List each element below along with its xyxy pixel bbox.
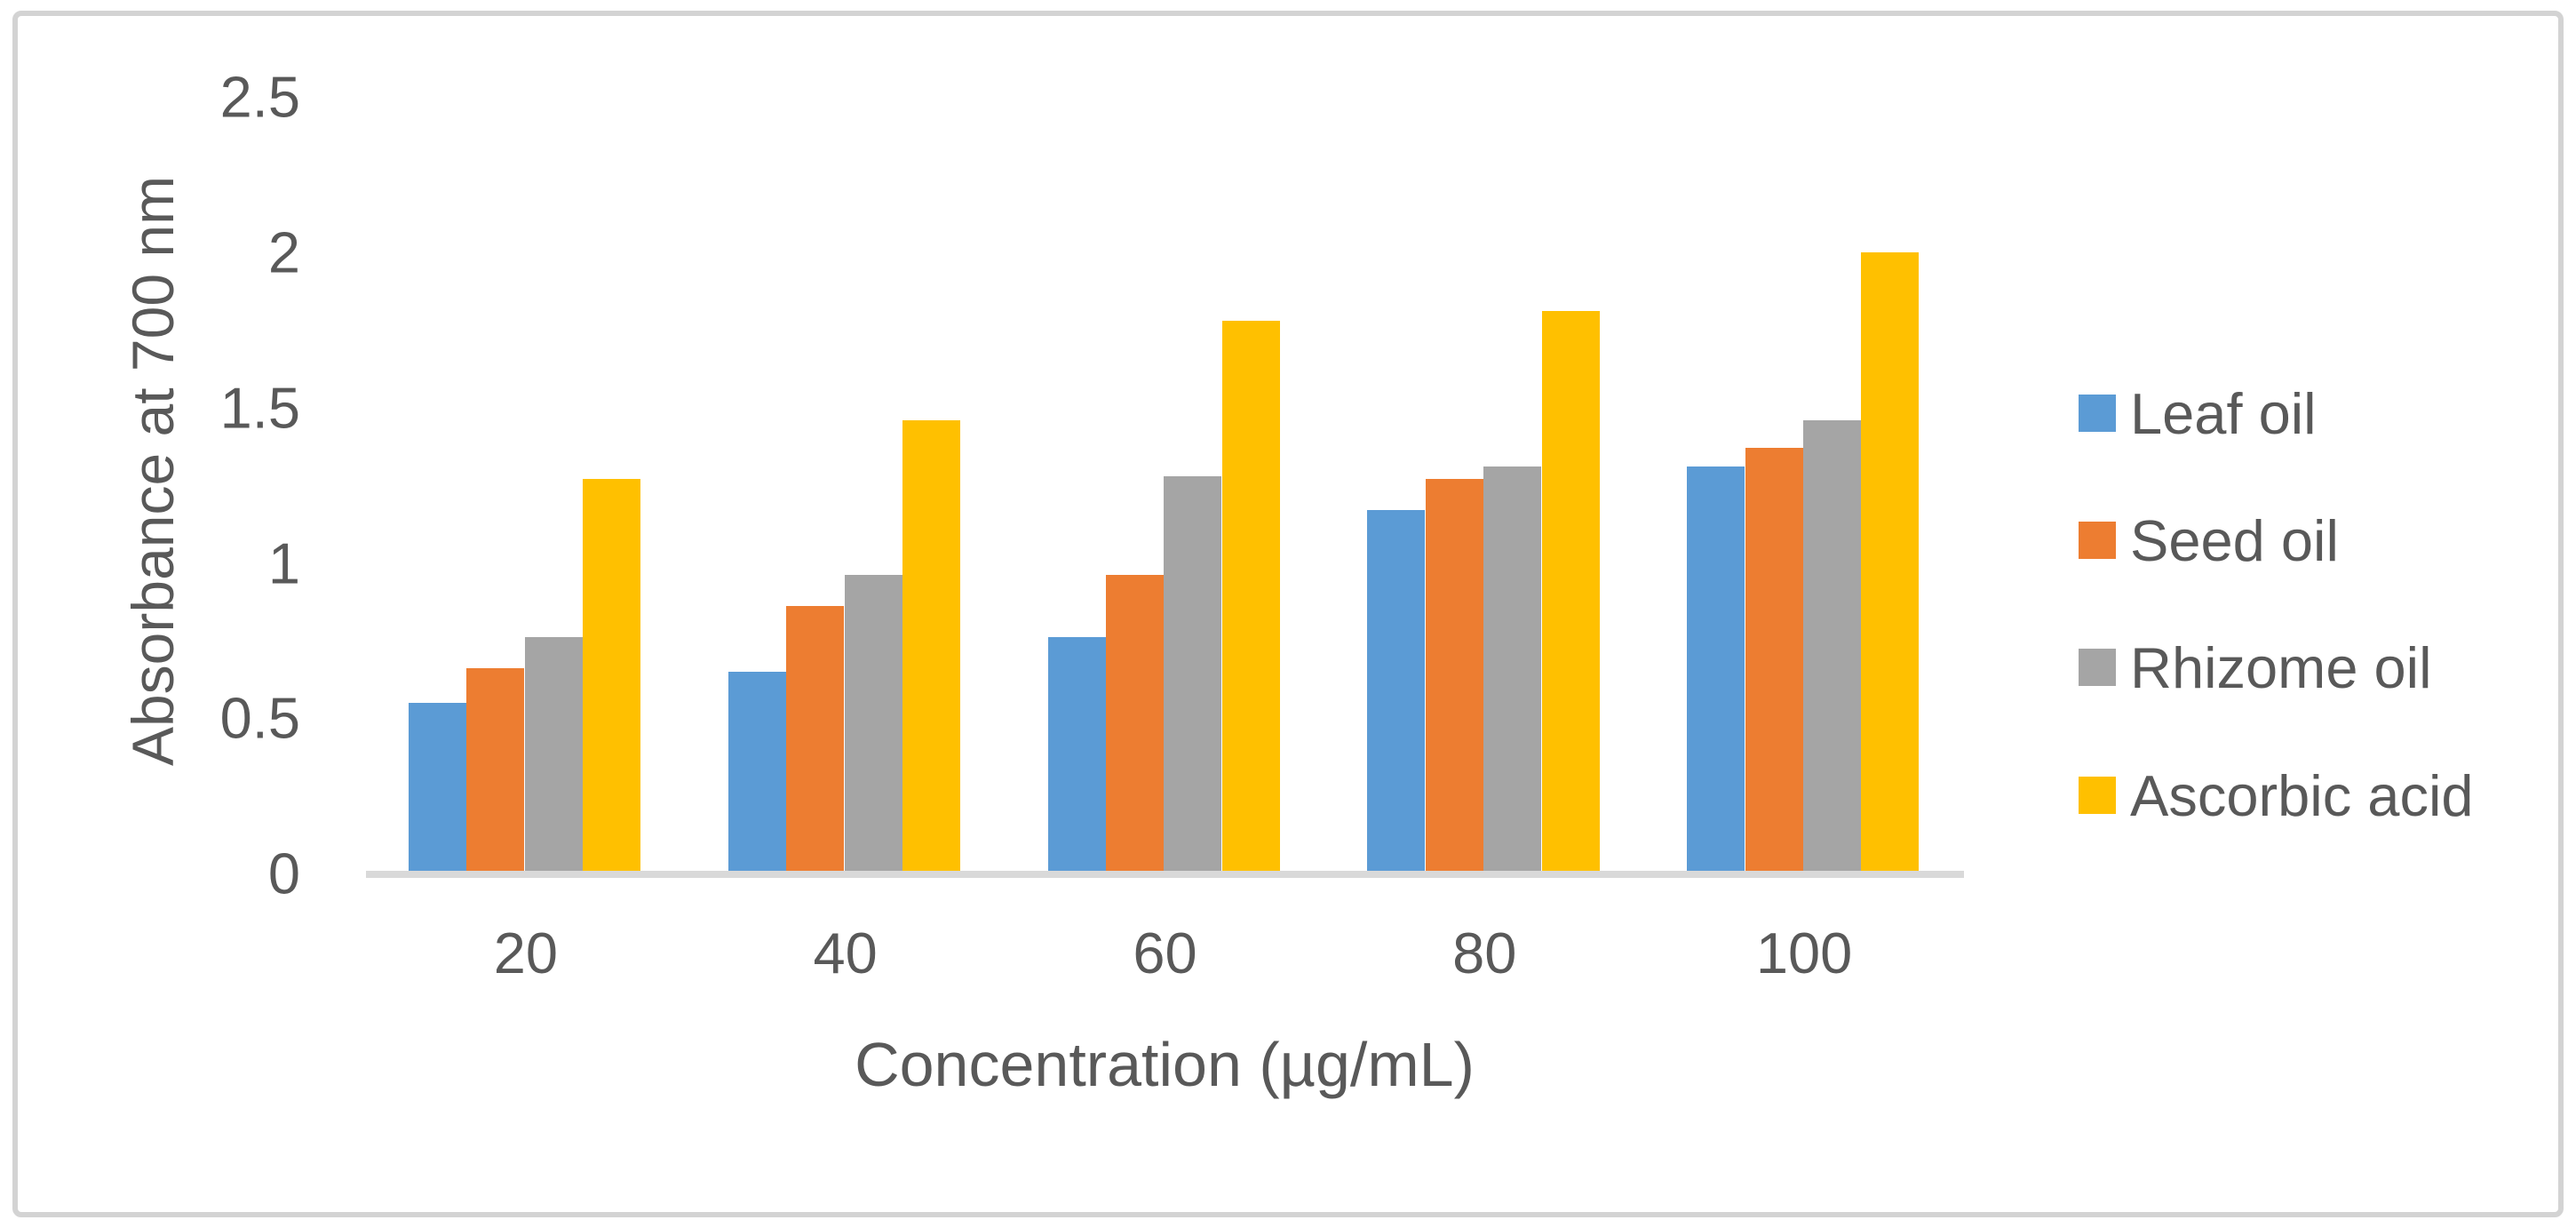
legend-marker-icon <box>2079 522 2116 559</box>
x-tick-label-40: 40 <box>813 921 878 985</box>
bar-rhizome-oil-40 <box>845 575 902 873</box>
legend-label: Ascorbic acid <box>2130 762 2474 828</box>
bar-leaf-oil-80 <box>1367 510 1425 873</box>
bar-seed-oil-40 <box>786 606 844 873</box>
y-tick-label-0.5: 0.5 <box>219 685 300 751</box>
bar-ascorbic-acid-80 <box>1542 311 1600 873</box>
x-tick-label-100: 100 <box>1755 921 1853 985</box>
legend-entry-leaf-oil: Leaf oil <box>2079 382 2317 444</box>
bar-seed-oil-80 <box>1426 479 1483 873</box>
y-tick-label-0: 0 <box>267 841 300 906</box>
bar-leaf-oil-20 <box>409 703 466 873</box>
legend-marker-icon <box>2079 649 2116 686</box>
bar-rhizome-oil-80 <box>1483 466 1541 873</box>
legend-label: Leaf oil <box>2130 380 2317 446</box>
bar-rhizome-oil-60 <box>1164 476 1221 873</box>
bar-ascorbic-acid-20 <box>583 479 640 873</box>
bar-leaf-oil-40 <box>728 672 786 873</box>
bar-leaf-oil-100 <box>1687 466 1745 873</box>
bar-leaf-oil-60 <box>1048 637 1106 873</box>
y-tick-label-2.5: 2.5 <box>219 64 300 130</box>
x-tick-label-60: 60 <box>1133 921 1197 985</box>
bar-seed-oil-100 <box>1745 448 1803 873</box>
x-tick-label-20: 20 <box>493 921 559 985</box>
legend-entry-ascorbic-acid: Ascorbic acid <box>2079 764 2474 826</box>
y-tick-label-2: 2 <box>267 219 300 285</box>
bar-ascorbic-acid-100 <box>1861 252 1919 873</box>
legend-entry-rhizome-oil: Rhizome oil <box>2079 636 2432 698</box>
bar-rhizome-oil-20 <box>525 637 583 873</box>
bar-ascorbic-acid-60 <box>1222 321 1280 873</box>
legend-marker-icon <box>2079 395 2116 432</box>
x-tick-label-80: 80 <box>1452 921 1517 985</box>
bar-seed-oil-60 <box>1106 575 1164 873</box>
legend-marker-icon <box>2079 777 2116 814</box>
legend-label: Rhizome oil <box>2130 634 2432 700</box>
y-tick-label-1.5: 1.5 <box>219 375 300 441</box>
y-tick-label-1: 1 <box>267 530 300 595</box>
bar-rhizome-oil-100 <box>1803 420 1861 873</box>
legend-label: Seed oil <box>2130 507 2339 573</box>
bar-ascorbic-acid-40 <box>902 420 960 873</box>
bar-seed-oil-20 <box>466 668 524 873</box>
x-axis-title: Concentration (µg/mL) <box>855 1030 1475 1099</box>
x-axis-line <box>366 871 1964 878</box>
chart-border <box>12 11 2564 1217</box>
legend-entry-seed-oil: Seed oil <box>2079 509 2339 571</box>
